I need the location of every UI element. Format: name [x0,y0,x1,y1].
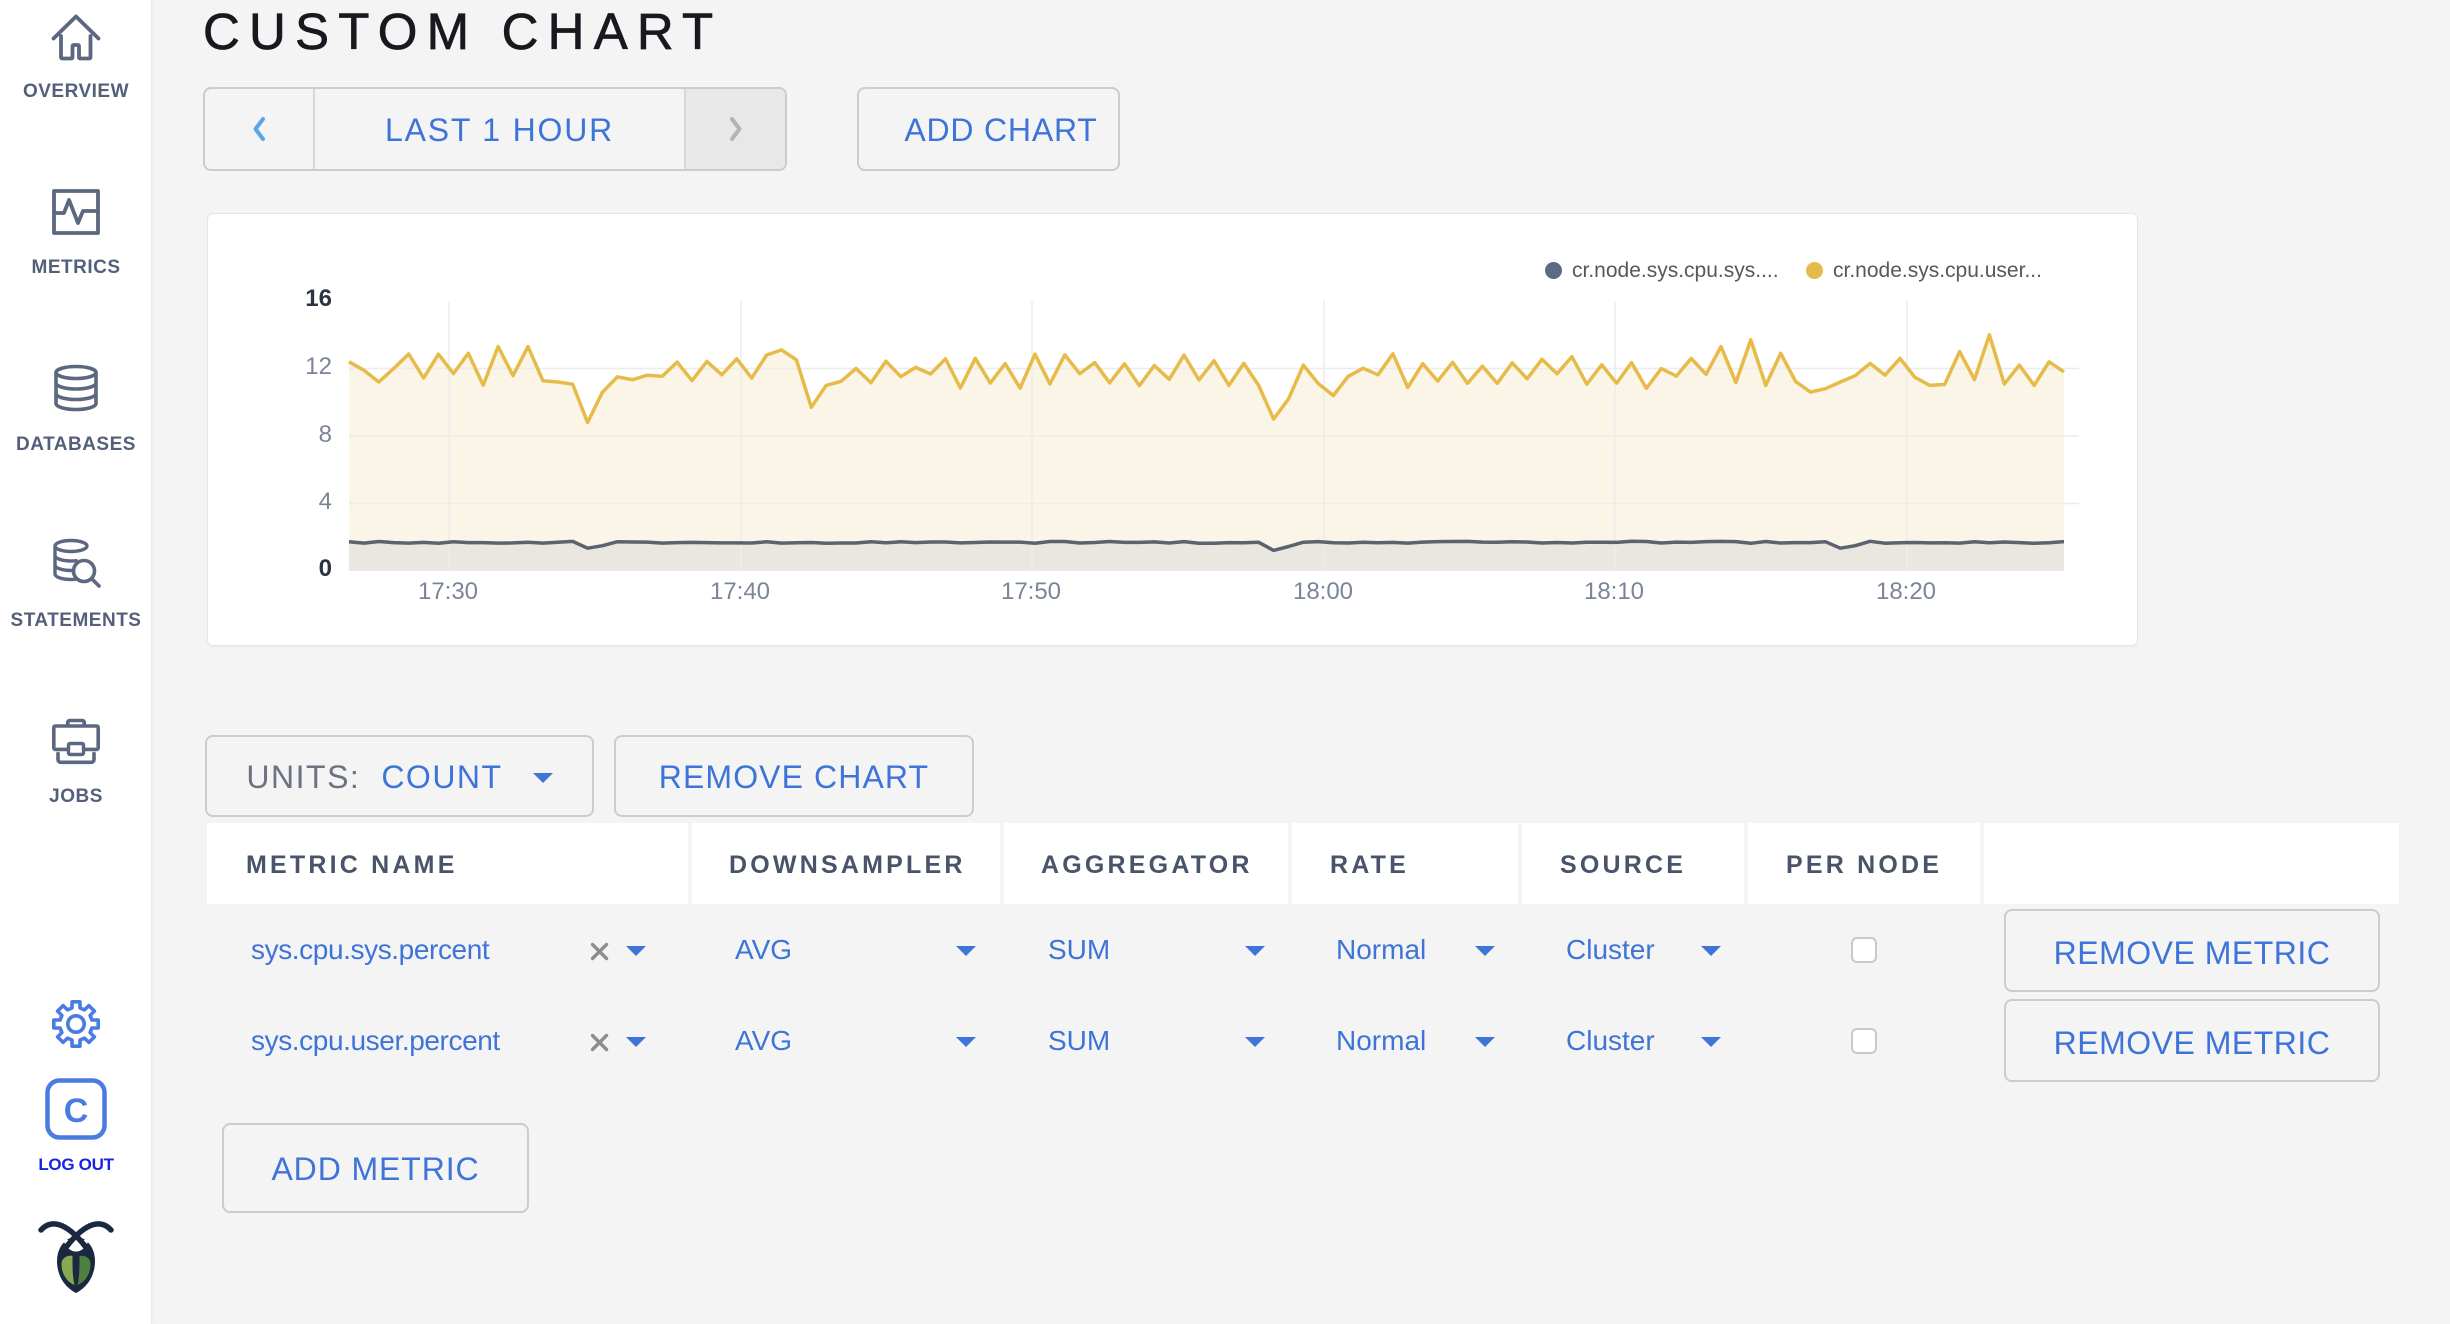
svg-text:C: C [64,1092,89,1130]
